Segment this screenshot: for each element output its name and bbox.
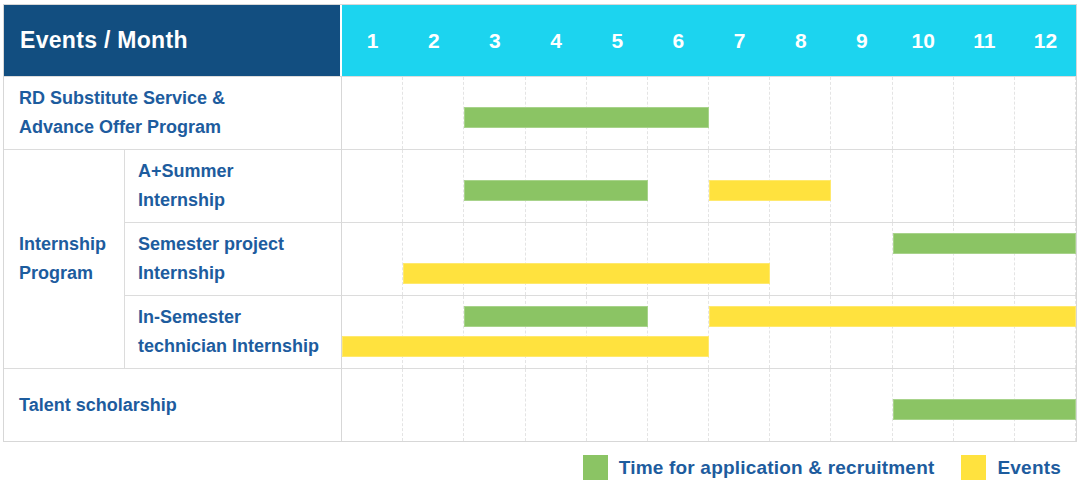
month-cell	[648, 150, 709, 222]
month-cell	[709, 77, 770, 149]
month-cell	[709, 369, 770, 441]
month-cell	[893, 150, 954, 222]
chart-row	[342, 76, 1076, 149]
chart-row	[342, 149, 1076, 222]
month-cell	[587, 223, 648, 295]
legend-item-application: Time for application & recruitment	[583, 455, 935, 480]
row-label: In-Semester technician Internship	[125, 295, 342, 368]
month-cell	[526, 369, 587, 441]
month-cell	[342, 223, 403, 295]
month-cell	[464, 369, 525, 441]
row-label: Semester project Internship	[125, 222, 342, 295]
gantt-bar-green	[464, 107, 709, 128]
chart-row	[342, 222, 1076, 295]
legend: Time for application & recruitment Event…	[3, 455, 1077, 480]
gantt-table: Events / Month 123456789101112 RD Substi…	[3, 4, 1077, 442]
month-header-6: 6	[648, 5, 709, 76]
month-cell	[403, 369, 464, 441]
row-label: RD Substitute Service & Advance Offer Pr…	[4, 76, 342, 149]
month-cell	[893, 77, 954, 149]
gantt-bar-yellow	[709, 180, 831, 201]
month-header-12: 12	[1015, 5, 1076, 76]
row-group-label: Internship Program	[4, 149, 125, 368]
row-label: A+Summer Internship	[125, 149, 342, 222]
yellow-swatch-icon	[961, 455, 986, 480]
month-cell	[403, 223, 464, 295]
month-header-11: 11	[954, 5, 1015, 76]
month-cell	[403, 150, 464, 222]
row-label: Talent scholarship	[4, 368, 342, 441]
events-month-header: Events / Month	[4, 5, 342, 76]
month-header-5: 5	[587, 5, 648, 76]
gantt-schedule: Events / Month 123456789101112 RD Substi…	[3, 4, 1077, 480]
month-cell	[648, 369, 709, 441]
legend-item-events: Events	[961, 455, 1061, 480]
month-header-4: 4	[526, 5, 587, 76]
month-header-2: 2	[403, 5, 464, 76]
month-cell	[770, 223, 831, 295]
gantt-bar-green	[464, 180, 648, 201]
gantt-bar-yellow	[403, 263, 770, 284]
legend-label-events: Events	[997, 457, 1061, 479]
green-swatch-icon	[583, 455, 608, 480]
month-header-1: 1	[342, 5, 403, 76]
month-cell	[648, 296, 709, 368]
month-cell	[342, 296, 403, 368]
month-cell	[1015, 77, 1076, 149]
gantt-bar-green	[893, 399, 1077, 420]
gantt-bar-green	[464, 306, 648, 327]
month-header-7: 7	[709, 5, 770, 76]
month-cell	[831, 369, 892, 441]
month-cell	[770, 77, 831, 149]
month-cell	[831, 223, 892, 295]
month-cell	[342, 77, 403, 149]
gantt-bar-green	[893, 233, 1077, 254]
gantt-bar-yellow	[709, 306, 1076, 327]
month-cell	[342, 150, 403, 222]
month-cell	[526, 223, 587, 295]
month-cell	[587, 369, 648, 441]
month-header-8: 8	[770, 5, 831, 76]
month-cell	[1015, 150, 1076, 222]
month-cell	[954, 77, 1015, 149]
chart-row	[342, 295, 1076, 368]
legend-label-application: Time for application & recruitment	[619, 457, 935, 479]
gantt-bar-yellow	[342, 336, 709, 357]
month-cell	[831, 150, 892, 222]
month-cell	[464, 223, 525, 295]
month-cell	[403, 296, 464, 368]
month-cell	[403, 77, 464, 149]
month-cell	[831, 77, 892, 149]
month-cell	[770, 369, 831, 441]
month-header-10: 10	[893, 5, 954, 76]
month-header-9: 9	[831, 5, 892, 76]
month-cell	[954, 150, 1015, 222]
month-cell	[342, 369, 403, 441]
month-header-3: 3	[464, 5, 525, 76]
month-cell	[709, 223, 770, 295]
month-cell	[648, 223, 709, 295]
month-header-row: 123456789101112	[342, 5, 1076, 76]
chart-row	[342, 368, 1076, 441]
